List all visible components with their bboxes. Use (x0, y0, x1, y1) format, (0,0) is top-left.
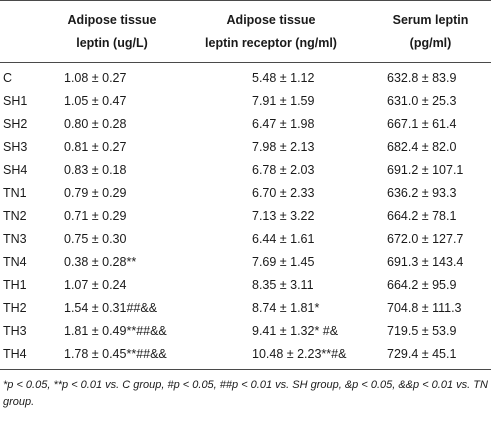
leptin-receptor-cell: 7.98 ± 2.13 (252, 139, 315, 154)
top-rule (0, 0, 491, 1)
table-body: C 1.08 ± 0.27 5.48 ± 1.12 632.8 ± 83.9 SH1 1.… (0, 63, 491, 365)
serum-leptin-cell: 632.8 ± 83.9 (387, 70, 457, 85)
table-row: SH1 1.05 ± 0.47 7.91 ± 1.59 631.0 ± 25.3 (0, 89, 491, 112)
leptin-receptor-cell: 6.78 ± 2.03 (252, 162, 315, 177)
leptin-receptor-cell: 6.47 ± 1.98 (252, 116, 315, 131)
leptin-receptor-cell: 8.35 ± 3.11 (252, 277, 314, 292)
table-row: TN4 0.38 ± 0.28** 7.69 ± 1.45 691.3 ± 143.4 (0, 250, 491, 273)
header-adipose-leptin-receptor: Adipose tissue leptin receptor (ng/ml) (205, 12, 337, 50)
leptin-receptor-cell: 7.69 ± 1.45 (252, 254, 315, 269)
group-cell: TN3 (3, 231, 27, 246)
adipose-leptin-cell: 0.71 ± 0.29 (64, 208, 127, 223)
adipose-leptin-cell: 0.38 ± 0.28** (64, 254, 137, 269)
serum-leptin-cell: 704.8 ± 111.3 (387, 300, 462, 315)
adipose-leptin-cell: 1.54 ± 0.31##&& (64, 300, 158, 315)
table-row: TN1 0.79 ± 0.29 6.70 ± 2.33 636.2 ± 93.3 (0, 181, 491, 204)
adipose-leptin-cell: 1.05 ± 0.47 (64, 93, 127, 108)
leptin-receptor-cell: 8.74 ± 1.81* (252, 300, 320, 315)
table-row: SH2 0.80 ± 0.28 6.47 ± 1.98 667.1 ± 61.4 (0, 112, 491, 135)
table-row: TH4 1.78 ± 0.45**##&& 10.48 ± 2.23**#& 729.… (0, 342, 491, 365)
table-row: SH4 0.83 ± 0.18 6.78 ± 2.03 691.2 ± 107.1 (0, 158, 491, 181)
leptin-receptor-cell: 9.41 ± 1.32* #& (252, 323, 339, 338)
group-cell: TN2 (3, 208, 27, 223)
group-cell: TH1 (3, 277, 27, 292)
serum-leptin-cell: 664.2 ± 78.1 (387, 208, 457, 223)
group-cell: SH4 (3, 162, 28, 177)
adipose-leptin-cell: 0.79 ± 0.29 (64, 185, 127, 200)
serum-leptin-cell: 631.0 ± 25.3 (387, 93, 457, 108)
group-cell: SH3 (3, 139, 28, 154)
table-row: TH2 1.54 ± 0.31##&& 8.74 ± 1.81* 704.8 ± 11… (0, 296, 491, 319)
group-cell: TH3 (3, 323, 27, 338)
table-row: C 1.08 ± 0.27 5.48 ± 1.12 632.8 ± 83.9 (0, 66, 491, 89)
leptin-receptor-cell: 6.70 ± 2.33 (252, 185, 315, 200)
group-cell: C (3, 70, 13, 85)
group-cell: SH1 (3, 93, 28, 108)
header-serum-leptin: Serum leptin (pg/ml) (392, 12, 469, 50)
adipose-leptin-cell: 0.75 ± 0.30 (64, 231, 127, 246)
table-footnote: *p < 0.05, **p < 0.01 vs. C group, #p < … (3, 379, 488, 408)
leptin-receptor-cell: 10.48 ± 2.23**#& (252, 346, 347, 361)
adipose-leptin-cell: 0.80 ± 0.28 (64, 116, 127, 131)
adipose-leptin-cell: 1.07 ± 0.24 (64, 277, 127, 292)
leptin-receptor-cell: 5.48 ± 1.12 (252, 70, 315, 85)
header-rule (0, 62, 491, 63)
table-row: TN3 0.75 ± 0.30 6.44 ± 1.61 672.0 ± 127.7 (0, 227, 491, 250)
serum-leptin-cell: 672.0 ± 127.7 (387, 231, 464, 246)
table-row: SH3 0.81 ± 0.27 7.98 ± 2.13 682.4 ± 82.0 (0, 135, 491, 158)
table-row: TH3 1.81 ± 0.49**##&& 9.41 ± 1.32* #& 719.5… (0, 319, 491, 342)
serum-leptin-cell: 667.1 ± 61.4 (387, 116, 457, 131)
leptin-receptor-cell: 6.44 ± 1.61 (252, 231, 315, 246)
table-header: Adipose tissue leptin (ug/L) Adipose tis… (0, 1, 491, 62)
group-cell: TN4 (3, 254, 27, 269)
adipose-leptin-cell: 1.08 ± 0.27 (64, 70, 127, 85)
serum-leptin-cell: 682.4 ± 82.0 (387, 139, 457, 154)
serum-leptin-cell: 691.3 ± 143.4 (387, 254, 464, 269)
adipose-leptin-cell: 1.78 ± 0.45**##&& (64, 346, 167, 361)
leptin-receptor-cell: 7.13 ± 3.22 (252, 208, 315, 223)
leptin-receptor-cell: 7.91 ± 1.59 (252, 93, 315, 108)
group-cell: TN1 (3, 185, 27, 200)
serum-leptin-cell: 664.2 ± 95.9 (387, 277, 457, 292)
adipose-leptin-cell: 0.83 ± 0.18 (64, 162, 127, 177)
serum-leptin-cell: 719.5 ± 53.9 (387, 323, 457, 338)
group-cell: TH4 (3, 346, 27, 361)
bottom-rule (0, 369, 491, 370)
data-table: Adipose tissue leptin (ug/L) Adipose tis… (0, 0, 491, 370)
table-row: TN2 0.71 ± 0.29 7.13 ± 3.22 664.2 ± 78.1 (0, 204, 491, 227)
table-row: TH1 1.07 ± 0.24 8.35 ± 3.11 664.2 ± 95.9 (0, 273, 491, 296)
group-cell: TH2 (3, 300, 27, 315)
serum-leptin-cell: 691.2 ± 107.1 (387, 162, 464, 177)
adipose-leptin-cell: 1.81 ± 0.49**##&& (64, 323, 167, 338)
group-cell: SH2 (3, 116, 28, 131)
header-adipose-leptin: Adipose tissue leptin (ug/L) (67, 12, 157, 50)
serum-leptin-cell: 729.4 ± 45.1 (387, 346, 457, 361)
serum-leptin-cell: 636.2 ± 93.3 (387, 185, 457, 200)
adipose-leptin-cell: 0.81 ± 0.27 (64, 139, 127, 154)
